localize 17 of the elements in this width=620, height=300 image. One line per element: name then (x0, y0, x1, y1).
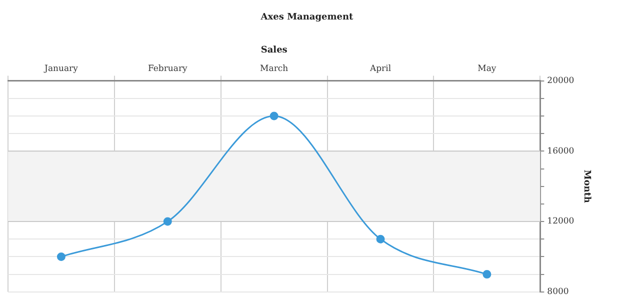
x-tick-label: March (260, 64, 289, 74)
y-tick-label: 12000 (547, 216, 574, 227)
point (270, 112, 278, 120)
point (482, 270, 492, 279)
y-tick-label: 20000 (547, 76, 574, 86)
y-axis-title: Month (581, 170, 592, 204)
point (56, 252, 66, 261)
x-tick-label: February (148, 64, 188, 74)
point (163, 217, 172, 226)
x-axis-title: Sales (260, 46, 288, 56)
chart-title: Axes Management (260, 12, 354, 23)
y-tick-label: 8000 (547, 287, 569, 298)
x-tick-label: May (478, 64, 496, 74)
x-tick-label: January (44, 64, 78, 74)
x-tick-label: April (368, 64, 392, 74)
y-tick-label: 16000 (547, 146, 574, 156)
point (376, 234, 385, 244)
